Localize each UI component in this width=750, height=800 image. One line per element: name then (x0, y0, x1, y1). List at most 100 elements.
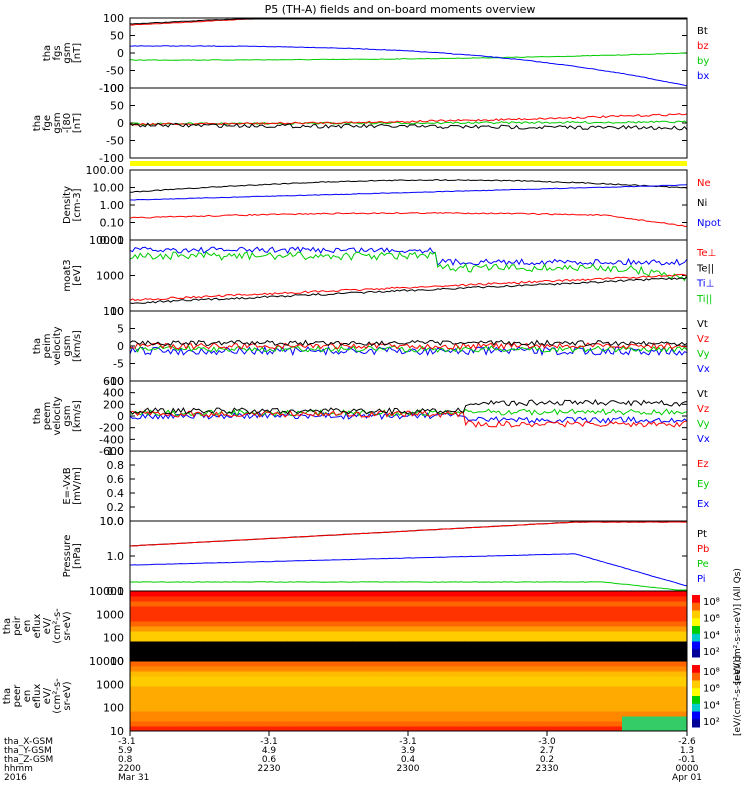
spectrogram-cell (603, 676, 614, 682)
spectrogram-cell (204, 631, 215, 637)
spectrogram-cell (417, 726, 428, 732)
series-line (129, 521, 688, 547)
spectrogram-cell (297, 656, 307, 662)
spectrogram-cell (139, 706, 150, 712)
spectrogram-cell (399, 711, 409, 717)
spectrogram-cell (473, 611, 484, 617)
spectrogram-cell (260, 636, 270, 642)
spectrogram-cell (603, 661, 614, 667)
spectrogram-cell (371, 596, 382, 602)
spectrogram-cell (334, 621, 344, 627)
spectrogram-cell (557, 676, 567, 682)
spectrogram-cell (529, 711, 539, 717)
spectrogram-cell (408, 706, 419, 712)
panel-ylabel: eflux (32, 614, 43, 639)
spectrogram-cell (185, 596, 196, 602)
spectrogram-cell (232, 666, 242, 672)
spectrogram-cell (538, 691, 549, 697)
spectrogram-cell (195, 646, 205, 652)
series-line (129, 410, 688, 428)
spectrogram-cell (631, 686, 642, 692)
time-axis-value: 0.2 (540, 755, 554, 765)
spectrogram-cell (668, 601, 679, 607)
spectrogram-cell (445, 686, 456, 692)
spectrogram-cell (185, 611, 196, 617)
spectrogram-cell (454, 711, 465, 717)
spectrogram-cell (603, 601, 614, 607)
spectrogram-cell (649, 606, 660, 612)
spectrogram-cell (557, 701, 567, 707)
spectrogram-cell (649, 656, 660, 662)
spectrogram-cell (529, 621, 539, 627)
spectrogram-cell (278, 686, 289, 692)
spectrogram-cell (232, 671, 242, 677)
spectrogram-cell (594, 611, 604, 617)
spectrogram-cell (649, 716, 660, 722)
spectrogram-cell (547, 706, 558, 712)
spectrogram-cell (241, 726, 252, 732)
spectrogram-cell (324, 686, 335, 692)
spectrogram-cell (195, 716, 205, 722)
spectrogram-cell (213, 706, 224, 712)
spectrogram-cell (668, 611, 679, 617)
spectrogram-cell (510, 676, 521, 682)
spectrogram-cell (260, 711, 270, 717)
panel-ytick-label: 10.0 (100, 515, 125, 528)
spectrogram-cell (306, 726, 317, 732)
spectrogram-cell (492, 591, 502, 597)
spectrogram-cell (167, 641, 177, 647)
spectrogram-cell (492, 666, 502, 672)
spectrogram-cell (529, 696, 539, 702)
spectrogram-cell (501, 621, 512, 627)
spectrogram-cell (501, 686, 512, 692)
spectrogram-cell (427, 716, 437, 722)
spectrogram-cell (204, 596, 215, 602)
spectrogram-cell (501, 606, 512, 612)
spectrogram-cell (482, 701, 493, 707)
spectrogram-cell (297, 716, 307, 722)
spectrogram-cell (584, 676, 595, 682)
spectrogram-cell (640, 671, 651, 677)
spectrogram-cell (269, 696, 280, 702)
spectrogram-cell (371, 701, 382, 707)
spectrogram-cell (380, 646, 391, 652)
spectrogram-cell (584, 616, 595, 622)
spectrogram-cell (584, 726, 595, 732)
spectrogram-cell (204, 611, 215, 617)
spectrogram-cell (519, 631, 530, 637)
spectrogram-cell (659, 721, 669, 727)
spectrogram-cell (482, 621, 493, 627)
spectrogram-cell (454, 641, 465, 647)
spectrogram-cell (464, 671, 474, 677)
spectrogram-cell (482, 671, 493, 677)
time-axis-value: 3.9 (401, 746, 416, 756)
spectrogram-cell (575, 726, 586, 732)
spectrogram-cell (677, 721, 688, 727)
spectrogram-cell (547, 676, 558, 682)
spectrogram-cell (334, 721, 344, 727)
spectrogram-cell (250, 691, 261, 697)
spectrogram-cell (185, 726, 196, 732)
spectrogram-cell (575, 721, 586, 727)
spectrogram-cell (482, 676, 493, 682)
spectrogram-cell (287, 621, 298, 627)
spectrogram-cell (157, 606, 168, 612)
spectrogram-cell (519, 656, 530, 662)
spectrogram-cell (557, 671, 567, 677)
spectrogram-cell (510, 656, 521, 662)
spectrogram-cell (371, 601, 382, 607)
spectrogram-cell (287, 656, 298, 662)
spectrogram-cell (668, 721, 679, 727)
spectrogram-cell (510, 686, 521, 692)
spectrogram-cell (139, 691, 150, 697)
spectrogram-cell (399, 686, 409, 692)
spectrogram-cell (584, 701, 595, 707)
spectrogram-cell (352, 701, 363, 707)
spectrogram-cell (436, 701, 447, 707)
spectrogram-cell (213, 641, 224, 647)
spectrogram-cell (148, 711, 159, 717)
spectrogram-cell (324, 691, 335, 697)
spectrogram-cell (612, 606, 623, 612)
spectrogram-cell (222, 676, 233, 682)
